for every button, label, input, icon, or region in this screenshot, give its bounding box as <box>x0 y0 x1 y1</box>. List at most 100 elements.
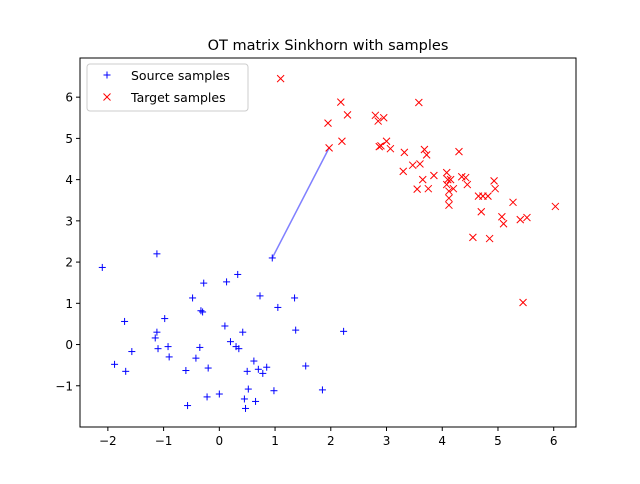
target-sample-point <box>446 175 455 184</box>
source-sample-point <box>259 369 267 377</box>
target-sample-point <box>445 194 453 203</box>
source-sample-point <box>111 360 119 368</box>
source-sample-point <box>221 322 229 330</box>
target-sample-point <box>499 219 508 228</box>
source-sample-point <box>223 278 231 286</box>
source-sample-point <box>235 345 243 353</box>
target-sample-point <box>455 147 463 156</box>
source-sample-point <box>165 353 173 361</box>
source-sample-point <box>256 292 264 300</box>
source-sample-point <box>226 338 234 346</box>
target-sample-point <box>377 141 385 150</box>
x-tick-label: 3 <box>383 434 391 448</box>
target-sample-point <box>416 160 424 168</box>
target-sample-point <box>498 212 506 221</box>
x-tick-label: −2 <box>99 434 117 448</box>
source-sample-point <box>291 294 299 302</box>
source-sample-point <box>340 327 348 335</box>
source-sample-point <box>151 334 159 342</box>
target-sample-point <box>374 117 383 125</box>
source-sample-point <box>234 270 242 278</box>
target-sample-point <box>477 207 486 216</box>
legend-marker-target <box>103 93 111 101</box>
target-sample-point <box>408 161 417 170</box>
target-sample-point <box>449 184 458 193</box>
source-sample-point <box>292 326 300 334</box>
target-sample-point <box>413 185 422 193</box>
source-sample-point <box>263 363 271 371</box>
y-axis-ticks: −1 0 1 2 3 4 5 6 <box>55 91 80 393</box>
target-sample-point <box>386 144 395 153</box>
transport-connections <box>271 147 330 259</box>
target-sample-point <box>418 175 427 184</box>
source-sample-point <box>270 387 278 395</box>
target-sample-point <box>414 98 423 107</box>
y-tick-label: 1 <box>65 297 73 311</box>
target-sample-point <box>445 201 453 210</box>
source-sample-point <box>128 348 136 356</box>
transport-line <box>271 147 330 259</box>
target-sample-point <box>469 233 477 242</box>
source-sample-point <box>153 328 161 336</box>
source-sample-point <box>302 362 310 370</box>
source-sample-point <box>203 393 211 401</box>
target-sample-point <box>400 148 409 157</box>
y-tick-label: −1 <box>55 379 73 393</box>
x-tick-label: 4 <box>438 434 446 448</box>
target-sample-point <box>509 198 517 207</box>
source-sample-point <box>242 404 250 412</box>
legend-marker-source <box>103 71 111 79</box>
source-sample-point <box>318 386 326 394</box>
target-sample-point <box>551 202 560 211</box>
target-sample-point <box>490 177 498 185</box>
source-sample-point <box>197 307 205 315</box>
target-sample-point <box>276 74 285 83</box>
source-sample-point <box>200 279 208 287</box>
source-sample-point <box>154 345 162 353</box>
target-sample-point <box>442 180 451 189</box>
x-tick-label: 0 <box>216 434 224 448</box>
source-sample-point <box>161 315 169 323</box>
source-sample-point <box>252 397 260 405</box>
target-sample-point <box>523 213 531 222</box>
target-sample-point <box>379 113 388 122</box>
target-sample-point <box>443 175 452 184</box>
source-sample-point <box>250 357 258 365</box>
target-sample-point <box>375 142 384 151</box>
target-sample-point <box>445 187 453 196</box>
source-sample-point <box>215 390 223 398</box>
legend: Source samples Target samples <box>86 63 249 112</box>
target-sample-point <box>422 151 431 159</box>
target-sample-point <box>484 192 492 200</box>
x-tick-label: 5 <box>494 434 502 448</box>
source-sample-point <box>98 263 106 271</box>
x-axis-ticks: −2 −1 0 1 2 3 4 5 6 <box>99 427 558 448</box>
y-tick-label: 2 <box>65 256 73 270</box>
target-sample-point <box>485 234 494 243</box>
target-sample-point <box>519 298 527 307</box>
target-sample-point <box>516 215 525 224</box>
target-sample-point <box>382 137 391 146</box>
source-sample-point <box>184 402 192 410</box>
target-sample-point <box>338 137 346 146</box>
target-sample-point <box>324 119 332 127</box>
chart-title: OT matrix Sinkhorn with samples <box>208 38 449 54</box>
target-sample-point <box>336 98 345 106</box>
source-sample-point <box>274 303 282 311</box>
source-sample-point <box>199 308 207 316</box>
target-sample-point <box>491 184 500 193</box>
target-sample-point <box>463 180 472 189</box>
target-sample-point <box>424 184 433 193</box>
plot-area-frame <box>79 57 577 428</box>
legend-box <box>86 63 249 112</box>
target-sample-point <box>420 145 429 154</box>
y-tick-label: 3 <box>65 214 73 228</box>
y-tick-label: 5 <box>65 132 73 146</box>
source-sample-point <box>239 328 247 336</box>
source-sample-point <box>268 254 276 262</box>
source-sample-point <box>254 365 262 373</box>
target-sample-point <box>399 167 408 176</box>
legend-label-source: Source samples <box>131 68 230 83</box>
target-sample-point <box>430 171 438 180</box>
